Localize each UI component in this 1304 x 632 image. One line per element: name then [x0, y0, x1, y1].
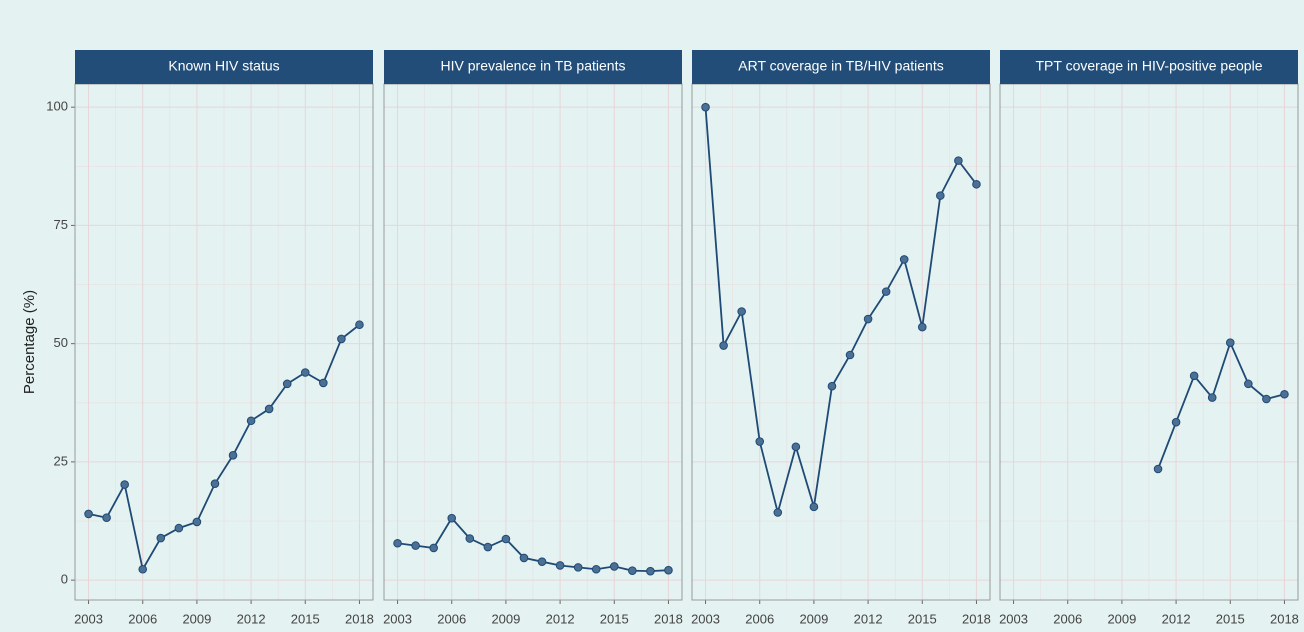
point: [393, 538, 402, 548]
point: [664, 565, 673, 575]
point: [573, 563, 583, 572]
point: [1153, 464, 1163, 474]
point: [102, 513, 111, 523]
point: [954, 156, 963, 165]
x-tick-label: 2015: [908, 611, 937, 626]
strip: [1000, 50, 1298, 84]
point: [246, 416, 256, 426]
point: [337, 334, 346, 344]
point: [447, 513, 457, 523]
point: [228, 450, 238, 460]
point: [1189, 371, 1199, 381]
point: [972, 179, 981, 189]
point: [483, 542, 493, 552]
x-tick-label: 2009: [1107, 611, 1136, 626]
panel-title: TPT coverage in HIV-positive people: [1036, 58, 1263, 74]
point: [429, 543, 438, 553]
point: [863, 314, 873, 324]
point: [755, 437, 765, 446]
x-tick-label: 2003: [999, 611, 1028, 626]
x-tick-label: 2006: [437, 611, 466, 626]
point: [1280, 389, 1289, 399]
point: [646, 566, 655, 576]
x-tick-label: 2003: [74, 611, 103, 626]
x-tick-label: 2009: [182, 611, 211, 626]
point: [519, 553, 529, 563]
x-tick-label: 2003: [383, 611, 412, 626]
point: [84, 509, 93, 519]
point: [1244, 379, 1253, 389]
x-tick-label: 2018: [962, 611, 991, 626]
point: [319, 378, 328, 388]
line: [88, 324, 361, 572]
point: [827, 381, 837, 391]
point: [899, 255, 909, 264]
point: [174, 523, 184, 533]
x-tick-label: 2012: [854, 611, 883, 626]
x-tick-label: 2015: [600, 611, 629, 626]
point: [628, 566, 637, 575]
x-tick-label: 2018: [654, 611, 683, 626]
strip: [692, 50, 990, 84]
point: [881, 287, 891, 296]
point: [300, 368, 310, 377]
point: [355, 320, 364, 330]
point: [936, 191, 945, 200]
point: [809, 502, 819, 512]
point: [138, 564, 148, 574]
x-tick-label: 2015: [1216, 611, 1245, 626]
point: [264, 404, 274, 414]
point: [791, 442, 801, 452]
x-tick-label: 2018: [345, 611, 374, 626]
point: [609, 562, 619, 571]
point: [1171, 417, 1181, 427]
point: [737, 307, 746, 316]
strip: [384, 50, 682, 84]
point: [845, 350, 855, 360]
x-tick-label: 2009: [799, 611, 828, 626]
point: [210, 479, 220, 488]
strip: [75, 50, 373, 84]
panel-title: ART coverage in TB/HIV patients: [738, 58, 943, 74]
x-tick-label: 2006: [1053, 611, 1082, 626]
point: [192, 517, 202, 527]
x-tick-label: 2018: [1270, 611, 1299, 626]
point: [120, 480, 129, 489]
point: [773, 508, 783, 517]
x-tick-label: 2006: [128, 611, 157, 626]
point: [465, 534, 475, 543]
point: [537, 557, 547, 566]
x-tick-label: 2003: [691, 611, 720, 626]
x-tick-label: 2015: [291, 611, 320, 626]
point: [555, 561, 565, 570]
x-tick-label: 2012: [1162, 611, 1191, 626]
x-tick-label: 2006: [745, 611, 774, 626]
point: [411, 541, 420, 550]
point: [1207, 393, 1217, 402]
point: [917, 322, 927, 332]
panel-title: HIV prevalence in TB patients: [441, 58, 626, 74]
point: [1225, 338, 1235, 348]
point: [501, 534, 511, 544]
point: [719, 341, 728, 350]
line: [704, 107, 978, 517]
panel-title: Known HIV status: [168, 58, 279, 74]
point: [282, 379, 292, 389]
point: [591, 564, 601, 574]
y-tick-label: 75: [54, 217, 68, 232]
y-tick-label: 0: [61, 572, 68, 587]
point: [156, 533, 166, 543]
y-tick-label: 100: [46, 99, 68, 114]
x-tick-label: 2009: [491, 611, 520, 626]
x-tick-label: 2012: [237, 611, 266, 626]
x-tick-label: 2012: [546, 611, 575, 626]
y-tick-label: 25: [54, 453, 68, 468]
y-axis-label: Percentage (%): [21, 290, 38, 394]
line: [397, 516, 669, 573]
point: [1262, 394, 1271, 404]
y-tick-label: 50: [54, 335, 68, 350]
point: [701, 102, 710, 112]
